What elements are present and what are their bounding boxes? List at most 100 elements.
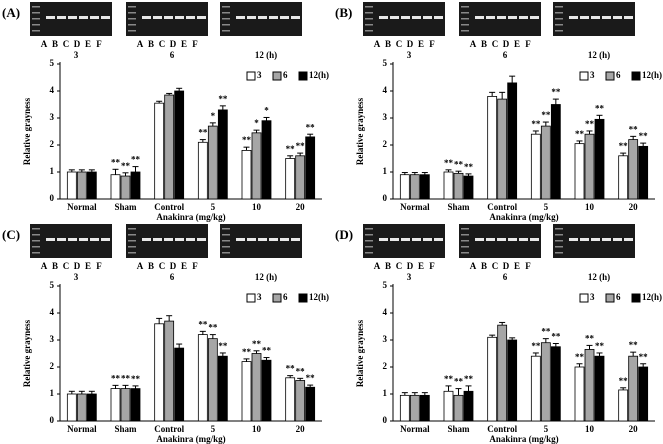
significance-label: ** bbox=[111, 157, 121, 167]
gel-band bbox=[79, 16, 88, 19]
error-bar bbox=[509, 337, 516, 340]
gel-band bbox=[197, 16, 206, 19]
gel-band bbox=[497, 238, 506, 241]
bar bbox=[419, 174, 430, 200]
error-bar bbox=[166, 92, 173, 96]
bar bbox=[618, 155, 629, 200]
bar bbox=[399, 394, 410, 422]
error-bar bbox=[499, 321, 506, 326]
error-bar bbox=[219, 352, 226, 357]
gel-ladder-band bbox=[555, 18, 563, 20]
error-bar bbox=[199, 330, 206, 335]
bar bbox=[120, 388, 131, 422]
y-tick-label: 5 bbox=[383, 58, 388, 68]
significance-label: ** bbox=[595, 103, 605, 113]
bar bbox=[164, 320, 175, 422]
gel-lane-label: E bbox=[418, 39, 424, 49]
x-tick-label: 5 bbox=[211, 202, 216, 212]
y-tick-label: 2 bbox=[50, 139, 55, 149]
error-bar bbox=[243, 358, 250, 362]
gel-band bbox=[79, 238, 88, 241]
gel-lane-label: D bbox=[74, 39, 81, 49]
x-tick-label: 5 bbox=[544, 424, 549, 434]
gel-lane-label: D bbox=[74, 261, 81, 271]
legend-label: 12(h) bbox=[309, 292, 329, 302]
gel-ladder-band bbox=[32, 24, 40, 26]
error-bar bbox=[112, 384, 119, 389]
gel-ladder-band bbox=[461, 12, 469, 14]
y-tick-label: 4 bbox=[50, 307, 55, 317]
gel-ladder-band bbox=[365, 246, 373, 248]
gel-lane-label: F bbox=[525, 39, 531, 49]
bar bbox=[305, 386, 316, 422]
gel-group-label: 6 bbox=[170, 50, 175, 60]
gel-lane-label: D bbox=[170, 39, 177, 49]
gel-ladder-band bbox=[365, 252, 373, 254]
gel-band bbox=[90, 238, 99, 241]
gel-lane-label: A bbox=[374, 261, 381, 271]
gel-band bbox=[57, 238, 66, 241]
gel-ladder-band bbox=[461, 246, 469, 248]
significance-label: ** bbox=[208, 323, 218, 333]
gel-band bbox=[390, 16, 399, 19]
legend-label: 3 bbox=[257, 292, 262, 302]
gel-ladder-band bbox=[461, 24, 469, 26]
gel-ladder-band bbox=[128, 228, 136, 230]
error-bar bbox=[499, 91, 506, 100]
significance-label: ** bbox=[296, 366, 306, 376]
bar bbox=[66, 393, 77, 422]
significance-label: ** bbox=[286, 364, 296, 374]
error-bar bbox=[88, 169, 95, 172]
gel-ladder-band bbox=[555, 234, 563, 236]
bar bbox=[409, 394, 420, 422]
bar bbox=[110, 388, 121, 422]
significance-label: ** bbox=[551, 332, 561, 342]
gel-ladder-band bbox=[222, 24, 230, 26]
error-bar bbox=[287, 155, 294, 159]
error-bar bbox=[297, 377, 304, 381]
significance-label: ** bbox=[531, 341, 541, 351]
error-bar bbox=[489, 334, 496, 338]
gel-ladder-band bbox=[555, 246, 563, 248]
bar bbox=[409, 174, 420, 200]
y-tick-label: 0 bbox=[50, 193, 55, 203]
bar bbox=[487, 336, 498, 422]
gel-band bbox=[57, 16, 66, 19]
bar bbox=[197, 141, 208, 200]
bar bbox=[453, 394, 464, 422]
bar bbox=[251, 132, 262, 200]
error-bar bbox=[465, 173, 472, 177]
error-bar bbox=[465, 385, 472, 392]
gel-group-label: 12 (h) bbox=[255, 50, 277, 60]
gel-lane-label: A bbox=[470, 39, 477, 49]
gel-ladder-band bbox=[555, 228, 563, 230]
bar bbox=[130, 171, 141, 200]
gel-lane-label: A bbox=[41, 39, 48, 49]
y-tick-label: 1 bbox=[383, 388, 388, 398]
error-bar bbox=[421, 392, 428, 396]
gel-ladder-band bbox=[365, 30, 373, 32]
gel-band bbox=[269, 238, 278, 241]
gel-ladder-band bbox=[32, 240, 40, 242]
legend-label: 12(h) bbox=[642, 292, 662, 302]
gel-lane-label: E bbox=[181, 261, 187, 271]
gel-lane-label: C bbox=[396, 261, 403, 271]
gel-band bbox=[142, 16, 151, 19]
error-bar bbox=[620, 152, 627, 156]
gel-band bbox=[142, 238, 151, 241]
significance-label: ** bbox=[131, 374, 141, 384]
significance-label: ** bbox=[464, 162, 474, 172]
gel-ladder-band bbox=[128, 6, 136, 8]
bar bbox=[497, 98, 508, 200]
gel-band bbox=[613, 238, 622, 241]
error-bar bbox=[166, 315, 173, 322]
gel-ladder-band bbox=[461, 234, 469, 236]
gel-lane-label: E bbox=[514, 261, 520, 271]
y-axis-label: Relative grayness bbox=[355, 97, 365, 165]
gel-group-label: 12 (h) bbox=[255, 272, 277, 282]
error-bar bbox=[640, 142, 647, 147]
x-tick-label: Normal bbox=[400, 202, 430, 212]
gel-lane-label: F bbox=[96, 39, 102, 49]
panel-label: (D) bbox=[335, 227, 353, 242]
significance-label: ** bbox=[629, 340, 639, 350]
